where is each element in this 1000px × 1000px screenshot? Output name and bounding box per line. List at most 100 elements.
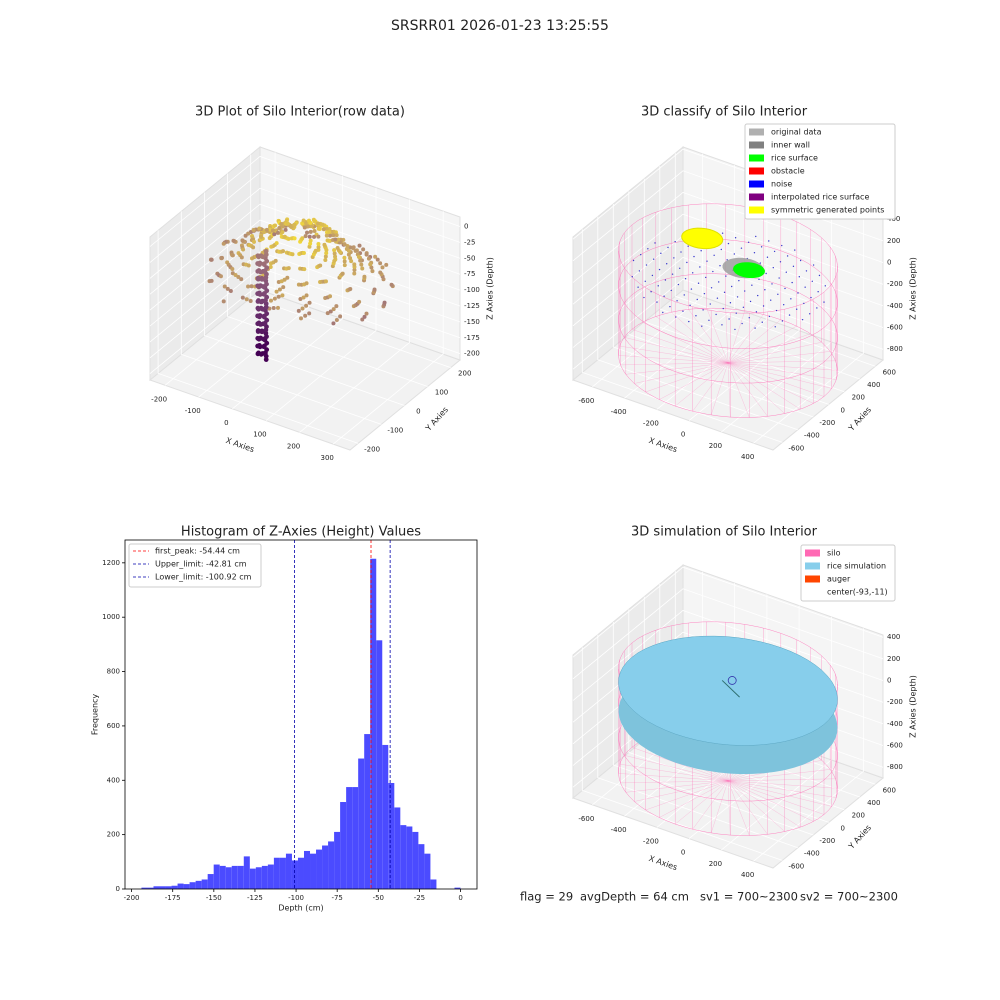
- point: [346, 252, 351, 257]
- bar: [279, 857, 286, 889]
- bar: [141, 887, 148, 889]
- y-tick-label: 0: [841, 406, 845, 414]
- point: [256, 284, 262, 290]
- silo-spoke: [624, 755, 729, 782]
- bar: [201, 879, 208, 889]
- point: [316, 226, 321, 231]
- point: [307, 234, 312, 239]
- bar: [255, 867, 262, 889]
- point: [307, 244, 312, 249]
- y-tick-label: 600: [107, 722, 120, 730]
- legend-swatch: [749, 167, 764, 175]
- point: [362, 274, 367, 279]
- point: [272, 296, 277, 301]
- z-tick-label: -400: [887, 302, 903, 310]
- noise-point: [687, 245, 689, 247]
- point: [328, 294, 333, 299]
- bar: [231, 865, 238, 889]
- point: [313, 248, 318, 253]
- x-tick-label: -150: [206, 894, 222, 902]
- point: [209, 278, 214, 283]
- point: [264, 227, 269, 232]
- y-tick-label: 1000: [102, 613, 120, 621]
- noise-point: [677, 283, 680, 286]
- point: [209, 257, 214, 262]
- point: [368, 262, 373, 267]
- point: [257, 314, 262, 320]
- point: [325, 238, 330, 243]
- point: [333, 237, 338, 242]
- status-text: sv2 = 700~2300: [800, 890, 898, 904]
- noise-point: [644, 280, 646, 282]
- x-tick-label: 0: [681, 849, 685, 857]
- point: [366, 256, 371, 261]
- point: [273, 258, 278, 263]
- noise-point: [799, 259, 802, 262]
- point: [258, 321, 264, 327]
- noise-point: [680, 251, 682, 253]
- noise-point: [708, 319, 710, 321]
- point: [283, 227, 288, 232]
- point: [230, 253, 235, 258]
- point: [276, 294, 281, 299]
- point: [251, 227, 256, 232]
- y-tick-label: -400: [804, 432, 820, 440]
- point: [353, 248, 358, 253]
- noise-point: [673, 257, 675, 259]
- grid-line: [149, 267, 461, 359]
- point: [257, 226, 262, 231]
- silo-spoke: [625, 362, 729, 375]
- z-tick-label: -200: [887, 280, 903, 288]
- point: [292, 236, 297, 241]
- noise-point: [643, 296, 645, 299]
- symmetric-points: [681, 227, 724, 250]
- point: [300, 236, 305, 241]
- noise-point: [764, 289, 766, 291]
- point: [312, 229, 317, 234]
- point: [327, 230, 332, 235]
- point: [273, 223, 278, 228]
- silo-spoke: [631, 747, 729, 782]
- noise-point: [810, 296, 812, 299]
- point: [256, 306, 261, 312]
- y-tick-label: 600: [883, 368, 896, 376]
- z-tick-label: 0: [464, 223, 468, 231]
- legend-label: first_peak: -54.44 cm: [155, 547, 240, 556]
- noise-point: [676, 300, 678, 302]
- noise-point: [748, 316, 750, 319]
- x-tick-label: 400: [741, 453, 754, 461]
- x-tick-label: -400: [611, 826, 627, 834]
- grid-line: [656, 176, 768, 410]
- x-tick-label: -400: [611, 408, 627, 416]
- x-axis-label: Depth (cm): [278, 904, 323, 913]
- noise-point: [779, 261, 782, 263]
- point: [303, 234, 308, 239]
- point: [246, 284, 251, 289]
- z-axis-label: Z Axies (Depth): [909, 675, 918, 738]
- noise-point: [792, 265, 795, 268]
- noise-point: [721, 324, 723, 326]
- bar: [225, 867, 232, 889]
- point: [342, 263, 347, 268]
- silo-spoke: [727, 769, 831, 782]
- point: [241, 247, 246, 252]
- silo-spoke: [711, 780, 729, 833]
- x-tick-label: -100: [288, 894, 304, 902]
- z-tick-label: -400: [887, 720, 903, 728]
- point: [352, 262, 357, 267]
- point: [264, 294, 270, 300]
- point: [260, 254, 266, 260]
- bar: [382, 744, 389, 889]
- legend-label: inner wall: [771, 141, 810, 150]
- silo-spoke: [671, 312, 729, 364]
- bar: [183, 884, 190, 889]
- point: [249, 284, 254, 289]
- point: [219, 255, 224, 260]
- grid-line: [688, 187, 800, 421]
- point: [342, 259, 347, 264]
- noise-point: [781, 320, 784, 322]
- point: [302, 267, 307, 272]
- axes-3d: -600-400-2000200400-600-400-200020040060…: [571, 563, 918, 879]
- noise-point: [671, 273, 674, 275]
- point: [318, 263, 323, 268]
